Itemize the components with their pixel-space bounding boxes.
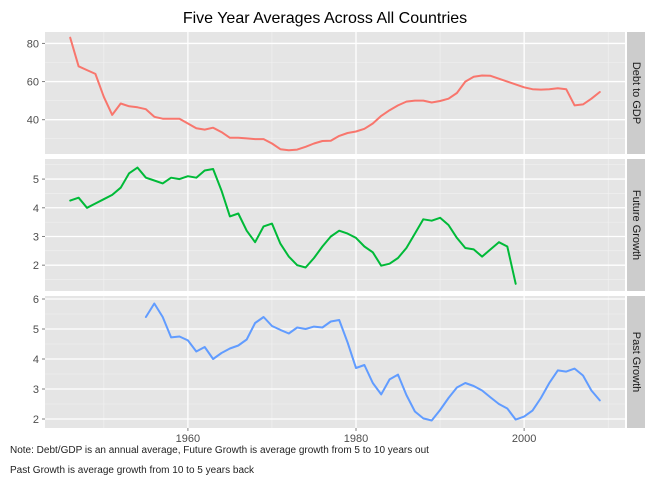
panel-background xyxy=(45,159,625,291)
series-line-3 xyxy=(144,302,601,422)
y-tick-label: 60 xyxy=(27,77,39,89)
footnote-2: Past Growth is average growth from 10 to… xyxy=(10,465,255,476)
facet-panels: 40 60 80 Debt to GDP 2 3 4 5 Future Growth 2 3 4 5 6 P… xyxy=(27,32,645,428)
facet-strip-label: Past Growth xyxy=(630,332,642,393)
x-tick-label: 1980 xyxy=(344,433,368,445)
y-tick-label: 4 xyxy=(33,203,39,215)
y-tick-label: 3 xyxy=(33,231,39,243)
panel-background xyxy=(45,296,625,428)
panel-1: 40 60 80 Debt to GDP xyxy=(27,32,645,154)
y-tick-label: 2 xyxy=(33,414,39,426)
chart-title: Five Year Averages Across All Countries xyxy=(183,10,467,27)
y-tick-label: 5 xyxy=(33,324,39,336)
facet-strip xyxy=(627,296,645,428)
y-tick-label: 6 xyxy=(33,294,39,306)
panel-3: 2 3 4 5 6 Past Growth xyxy=(33,294,645,428)
facet-strip xyxy=(627,32,645,154)
y-tick-label: 40 xyxy=(27,115,39,127)
facet-strip-label: Future Growth xyxy=(630,190,642,260)
y-tick-label: 4 xyxy=(33,354,39,366)
series-line-2 xyxy=(69,166,517,285)
x-tick-label: 1960 xyxy=(176,433,200,445)
facet-strip-label: Debt to GDP xyxy=(630,62,642,124)
panel-background xyxy=(45,32,625,154)
x-axis: 1960 1980 2000 xyxy=(176,428,536,445)
y-tick-label: 5 xyxy=(33,174,39,186)
y-tick-label: 80 xyxy=(27,38,39,50)
panel-2: 2 3 4 5 Future Growth xyxy=(33,159,645,291)
y-tick-label: 2 xyxy=(33,260,39,272)
series-line-1 xyxy=(69,36,601,152)
y-tick-label: 3 xyxy=(33,384,39,396)
facet-strip xyxy=(627,159,645,291)
x-tick-label: 2000 xyxy=(512,433,536,445)
footnote-1: Note: Debt/GDP is an annual average, Fut… xyxy=(10,445,429,456)
